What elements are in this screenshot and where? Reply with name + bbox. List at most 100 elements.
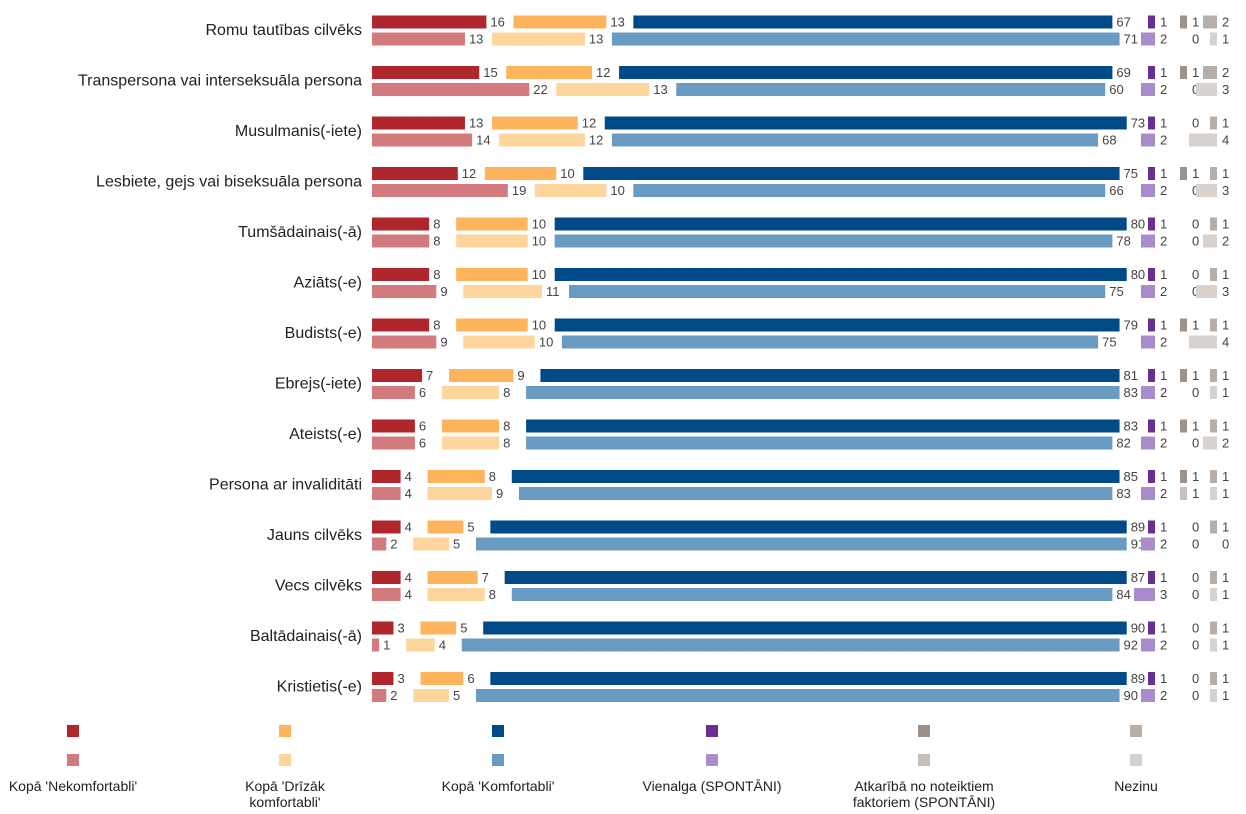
- category-label: Lesbiete, gejs vai biseksuāla persona: [96, 174, 362, 191]
- bar-segment: [372, 520, 401, 534]
- bar-segment: [611, 133, 1099, 147]
- category-label: Tumšādainais(-ā): [238, 224, 362, 241]
- bar-segment: [1210, 689, 1217, 702]
- bar-segment: [569, 285, 1106, 298]
- value-label: 1: [1160, 317, 1167, 332]
- bar-segment: [1141, 285, 1155, 298]
- bar-segment: [372, 672, 394, 685]
- bar-segment: [676, 83, 1106, 96]
- bar-segment: [427, 487, 492, 500]
- value-label: 83: [1124, 418, 1138, 433]
- value-label: 1: [1222, 519, 1229, 534]
- bar-segment: [372, 32, 465, 46]
- value-label: 3: [397, 671, 404, 686]
- bar-segment: [1210, 217, 1217, 231]
- value-label: 0: [1192, 385, 1199, 400]
- bar-segment: [1189, 335, 1217, 349]
- value-label: 68: [1102, 132, 1116, 147]
- bar-segment: [461, 638, 1120, 652]
- bar-segment: [1180, 167, 1187, 180]
- legend-swatch: [492, 754, 504, 766]
- value-label: 8: [489, 587, 496, 602]
- value-label: 2: [1222, 14, 1229, 29]
- value-label: 0: [1192, 536, 1199, 551]
- bar-segment: [1148, 268, 1155, 281]
- value-label: 10: [610, 183, 624, 198]
- bar-segment: [372, 15, 487, 29]
- value-label: 1: [1160, 216, 1167, 231]
- value-label: 1: [1192, 469, 1199, 484]
- category-label: Jauns cilvēks: [267, 527, 362, 544]
- value-label: 12: [582, 115, 596, 130]
- bar-segment: [1203, 234, 1217, 248]
- value-label: 1: [1160, 115, 1167, 130]
- value-label: 4: [405, 469, 412, 484]
- value-label: 0: [1192, 284, 1199, 299]
- bar-segment: [1148, 116, 1155, 130]
- value-label: 1: [1222, 115, 1229, 130]
- bar-segment: [420, 672, 464, 685]
- bar-segment: [420, 621, 457, 635]
- bar-segment: [372, 588, 401, 601]
- bar-segment: [1210, 588, 1217, 601]
- bar-segment: [1203, 15, 1217, 29]
- bar-segment: [1148, 15, 1155, 29]
- bar-segment: [1210, 318, 1217, 332]
- bar-segment: [372, 436, 415, 450]
- bar-segment: [456, 234, 528, 248]
- value-label: 8: [433, 216, 440, 231]
- value-label: 4: [405, 587, 412, 602]
- value-label: 1: [1222, 587, 1229, 602]
- bar-segment: [491, 116, 578, 130]
- bar-segment: [406, 638, 435, 652]
- bar-segment: [372, 167, 458, 180]
- value-label: 5: [467, 519, 474, 534]
- value-label: 2: [1222, 65, 1229, 80]
- value-label: 0: [1192, 570, 1199, 585]
- bar-segment: [1141, 689, 1155, 702]
- legend-label: Kopā 'Drīzāk komfortabli': [245, 778, 325, 810]
- value-label: 1: [1192, 486, 1199, 501]
- value-label: 0: [1192, 620, 1199, 635]
- bar-segment: [633, 184, 1106, 197]
- value-label: 1: [1160, 14, 1167, 29]
- value-label: 2: [1160, 486, 1167, 501]
- value-label: 9: [517, 368, 524, 383]
- value-label: 9: [440, 334, 447, 349]
- bar-segment: [604, 116, 1127, 130]
- bar-segment: [554, 318, 1120, 332]
- bar-segment: [372, 285, 437, 298]
- category-label: Budists(-e): [285, 325, 362, 342]
- bar-segment: [372, 689, 387, 702]
- bar-segment: [499, 133, 585, 147]
- bar-segment: [441, 386, 500, 399]
- bar-segment: [372, 66, 480, 79]
- value-label: 1: [1222, 317, 1229, 332]
- value-label: 90: [1131, 620, 1145, 635]
- bar-segment: [1141, 638, 1155, 652]
- bar-segment: [372, 133, 473, 147]
- bar-segment: [372, 369, 423, 382]
- bar-segment: [583, 167, 1120, 180]
- value-label: 10: [560, 166, 574, 181]
- bar-segment: [1134, 588, 1155, 601]
- value-label: 2: [1160, 385, 1167, 400]
- bar-segment: [1141, 487, 1155, 500]
- value-label: 8: [489, 469, 496, 484]
- value-label: 66: [1109, 183, 1123, 198]
- value-label: 4: [405, 570, 412, 585]
- value-label: 8: [503, 385, 510, 400]
- value-label: 0: [1192, 587, 1199, 602]
- legend-label: Kopā 'Nekomfortabli': [8, 778, 138, 794]
- value-label: 1: [1160, 368, 1167, 383]
- bar-segment: [490, 520, 1127, 534]
- value-label: 1: [1222, 688, 1229, 703]
- bar-segment: [456, 268, 528, 281]
- bar-segment: [526, 386, 1120, 399]
- legend-label: Vienalga (SPONTĀNI): [642, 778, 782, 794]
- value-label: 82: [1116, 435, 1130, 450]
- bar-segment: [372, 386, 415, 399]
- bar-segment: [511, 470, 1120, 483]
- bar-segment: [1148, 369, 1155, 382]
- bar-segment: [372, 83, 530, 96]
